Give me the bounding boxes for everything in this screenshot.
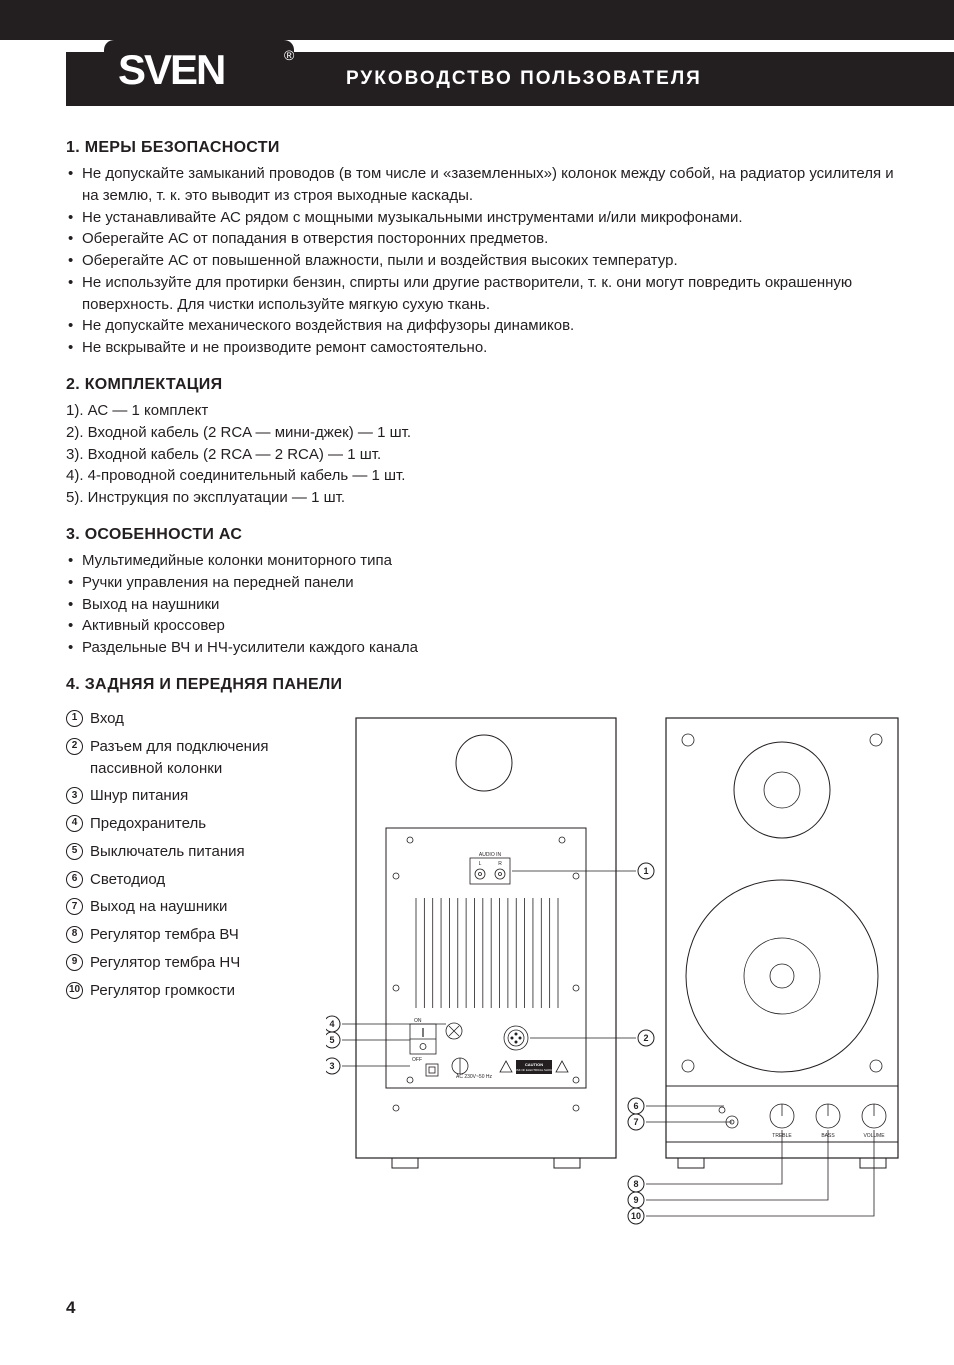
legend-number: 2	[66, 738, 83, 755]
brand-logo: SVEN ®	[104, 40, 304, 123]
legend-item: 2 Разъем для подключения пассивной колонк…	[66, 736, 326, 780]
svg-text:1: 1	[643, 866, 648, 876]
svg-text:OFF: OFF	[412, 1057, 422, 1063]
list-item: Активный кроссовер	[66, 615, 898, 637]
logo-text: SVEN	[118, 46, 224, 93]
legend-item: 3 Шнур питания	[66, 785, 326, 807]
list-item: Оберегайте АС от повышенной влажности, п…	[66, 250, 898, 272]
legend-item: 1 Вход	[66, 708, 326, 730]
list-item: Оберегайте АС от попадания в отверстия п…	[66, 228, 898, 250]
header-title: РУКОВОДСТВО ПОЛЬЗОВАТЕЛЯ	[346, 65, 702, 93]
panel-diagrams: AUDIO IN L R ON OFF CAUTIONRISK OF ELECTRICAL…	[326, 708, 898, 1228]
svg-text:CAUTION: CAUTION	[525, 1062, 543, 1067]
svg-text:10: 10	[631, 1211, 641, 1221]
page-number: 4	[66, 1296, 75, 1321]
legend-item: 9 Регулятор тембра НЧ	[66, 952, 326, 974]
legend-number: 4	[66, 815, 83, 832]
svg-text:AC 230V~50 Hz: AC 230V~50 Hz	[456, 1074, 492, 1080]
legend-label: Предохранитель	[90, 813, 206, 835]
legend-item: 6 Светодиод	[66, 869, 326, 891]
svg-text:L: L	[479, 861, 482, 867]
list-item: Раздельные ВЧ и НЧ-усилители каждого кан…	[66, 637, 898, 659]
legend-label: Регулятор громкости	[90, 980, 235, 1002]
svg-text:RISK OF ELECTRICAL SHOCK: RISK OF ELECTRICAL SHOCK	[514, 1068, 554, 1072]
legend-label: Шнур питания	[90, 785, 188, 807]
legend-label: Вход	[90, 708, 124, 730]
list-item: Не вскрывайте и не производите ремонт са…	[66, 337, 898, 359]
panel-legend: 1 Вход 2 Разъем для подключения пассивной к…	[66, 708, 326, 1228]
legend-item: 8 Регулятор тембра ВЧ	[66, 924, 326, 946]
section-2-list: 1). АС — 1 комплект2). Входной кабель (2…	[66, 400, 898, 509]
legend-item: 7 Выход на наушники	[66, 896, 326, 918]
svg-text:9: 9	[633, 1195, 638, 1205]
page-content: 1. МЕРЫ БЕЗОПАСНОСТИ Не допускайте замык…	[66, 136, 898, 1228]
legend-label: Регулятор тембра НЧ	[90, 952, 240, 974]
legend-item: 4 Предохранитель	[66, 813, 326, 835]
legend-number: 5	[66, 843, 83, 860]
list-item: Не допускайте механического воздействия …	[66, 315, 898, 337]
list-item: 3). Входной кабель (2 RCA — 2 RCA) — 1 ш…	[66, 444, 898, 466]
svg-text:7: 7	[633, 1117, 638, 1127]
legend-item: 10 Регулятор громкости	[66, 980, 326, 1002]
legend-label: Выключатель питания	[90, 841, 245, 863]
list-item: Выход на наушники	[66, 594, 898, 616]
legend-number: 3	[66, 787, 83, 804]
legend-number: 10	[66, 982, 83, 999]
list-item: Не используйте для протирки бензин, спир…	[66, 272, 898, 316]
section-1-list: Не допускайте замыканий проводов (в том …	[66, 163, 898, 359]
list-item: 1). АС — 1 комплект	[66, 400, 898, 422]
list-item: Не допускайте замыканий проводов (в том …	[66, 163, 898, 207]
header-top-bar	[0, 0, 954, 40]
svg-text:5: 5	[329, 1035, 334, 1045]
list-item: 4). 4-проводной соединительный кабель — …	[66, 465, 898, 487]
list-item: Не устанавливайте АС рядом с мощными муз…	[66, 207, 898, 229]
legend-label: Регулятор тембра ВЧ	[90, 924, 239, 946]
list-item: 2). Входной кабель (2 RCA — мини-джек) —…	[66, 422, 898, 444]
svg-text:R: R	[498, 861, 502, 867]
svg-text:8: 8	[633, 1179, 638, 1189]
legend-label: Светодиод	[90, 869, 165, 891]
svg-text:3: 3	[329, 1061, 334, 1071]
svg-text:®: ®	[284, 47, 295, 63]
section-2-title: 2. КОМПЛЕКТАЦИЯ	[66, 373, 898, 396]
legend-number: 7	[66, 898, 83, 915]
legend-number: 6	[66, 871, 83, 888]
legend-item: 5 Выключатель питания	[66, 841, 326, 863]
svg-text:AUDIO IN: AUDIO IN	[479, 852, 502, 858]
section-4-title: 4. ЗАДНЯЯ И ПЕРЕДНЯЯ ПАНЕЛИ	[66, 673, 898, 696]
section-1-title: 1. МЕРЫ БЕЗОПАСНОСТИ	[66, 136, 898, 159]
list-item: 5). Инструкция по эксплуатации — 1 шт.	[66, 487, 898, 509]
svg-text:4: 4	[329, 1019, 334, 1029]
legend-number: 9	[66, 954, 83, 971]
panel-row: 1 Вход 2 Разъем для подключения пассивной к…	[66, 708, 898, 1228]
svg-text:ON: ON	[414, 1018, 422, 1024]
legend-label: Разъем для подключения пассивной колонки	[90, 736, 326, 780]
section-3-list: Мультимедийные колонки мониторного типаР…	[66, 550, 898, 659]
list-item: Ручки управления на передней панели	[66, 572, 898, 594]
legend-label: Выход на наушники	[90, 896, 227, 918]
section-3-title: 3. ОСОБЕННОСТИ АС	[66, 523, 898, 546]
legend-number: 8	[66, 926, 83, 943]
svg-text:6: 6	[633, 1101, 638, 1111]
list-item: Мультимедийные колонки мониторного типа	[66, 550, 898, 572]
legend-number: 1	[66, 710, 83, 727]
svg-text:2: 2	[643, 1033, 648, 1043]
